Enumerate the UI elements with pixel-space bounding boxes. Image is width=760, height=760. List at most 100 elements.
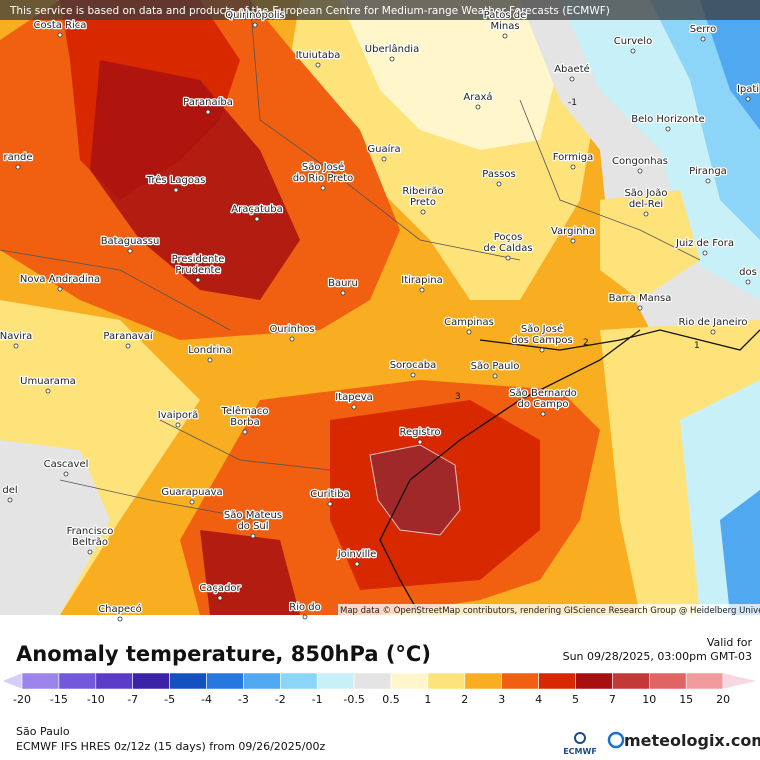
city-label: Registro xyxy=(400,427,441,438)
ecmwf-icon xyxy=(574,732,586,744)
city-dot xyxy=(57,286,63,292)
city-dot xyxy=(420,209,426,215)
city-label: del-Rei xyxy=(629,199,663,210)
city-label: Passos xyxy=(482,169,515,180)
city-label: Uberlândia xyxy=(365,43,419,55)
legend-swatch xyxy=(501,672,539,690)
city-dot xyxy=(710,329,716,335)
city-label: Três Lagoas xyxy=(146,174,206,186)
city-label: São Mateus xyxy=(224,510,282,521)
city-dot xyxy=(745,279,751,285)
city-label: do Sul xyxy=(237,521,268,532)
legend-tick: -4 xyxy=(201,693,212,706)
city-label: Chapecó xyxy=(98,603,142,615)
contour-label: 1 xyxy=(694,341,700,351)
legend-tick: 0.5 xyxy=(382,693,400,706)
city-dot xyxy=(351,404,357,410)
city-label: Patos de xyxy=(484,10,527,21)
city-label: Guarapuava xyxy=(161,487,222,498)
header-banner xyxy=(0,0,760,20)
city-label: Telêmaco xyxy=(221,405,269,417)
city-dot xyxy=(637,168,643,174)
city-label: do Rio Preto xyxy=(293,173,354,184)
city-dot xyxy=(45,388,51,394)
city-label: Ourinhos xyxy=(269,324,314,335)
city-dot xyxy=(254,216,260,222)
city-dot xyxy=(745,96,751,102)
city-label: Rio de Janeiro xyxy=(678,317,747,328)
legend-tick: 10 xyxy=(642,693,656,706)
city-label: del xyxy=(2,485,17,496)
legend-swatch xyxy=(427,672,466,690)
ecmwf-logo: ECMWF xyxy=(563,747,597,756)
city-label: Quirinópolis xyxy=(225,9,285,21)
city-dot xyxy=(466,329,472,335)
contour-label: -1 xyxy=(568,98,577,108)
legend-swatch xyxy=(206,672,244,690)
city-label: Itirapina xyxy=(401,275,442,286)
coastline-south xyxy=(379,329,641,616)
model-run: ECMWF IFS HRES 0z/12z (15 days) from 09/… xyxy=(16,740,326,753)
city-label: Curitiba xyxy=(310,489,349,500)
city-label: Itapeva xyxy=(335,392,373,403)
city-dot xyxy=(539,347,545,353)
meteologix-logo[interactable]: meteologix.com xyxy=(624,731,760,750)
field-darkblue xyxy=(700,0,760,130)
city-label: Piranga xyxy=(689,166,727,177)
city-dot xyxy=(189,499,195,505)
legend-swatch xyxy=(649,672,687,690)
city-label: Costa Rica xyxy=(34,20,87,31)
city-label: Bataguassu xyxy=(101,236,160,247)
city-label: Abaeté xyxy=(554,63,590,75)
city-dot xyxy=(492,373,498,379)
city-dot xyxy=(127,248,133,254)
city-label: Juiz de Fora xyxy=(675,238,734,249)
city-label: Ituiutaba xyxy=(296,50,341,61)
legend-tick: 20 xyxy=(716,693,730,706)
field-crimson-1 xyxy=(90,60,300,300)
city-dot xyxy=(57,32,63,38)
legend-swatch xyxy=(722,672,758,690)
city-dot xyxy=(125,343,131,349)
legend-tick: 3 xyxy=(498,693,505,706)
city-label: Francisco xyxy=(67,526,114,537)
city-label: São Paulo xyxy=(471,361,520,372)
state-borders xyxy=(0,0,701,521)
city-dot xyxy=(217,595,223,601)
city-dot xyxy=(419,287,425,293)
city-label: Poços xyxy=(494,232,523,243)
city-dot xyxy=(354,561,360,567)
legend-tick: -1 xyxy=(312,693,323,706)
city-dot xyxy=(195,277,201,283)
legend-tick: 15 xyxy=(679,693,693,706)
city-label: Barra Mansa xyxy=(609,293,672,304)
city-dot xyxy=(381,156,387,162)
coastline xyxy=(479,329,760,351)
field-crimson-3 xyxy=(200,530,300,615)
city-dot xyxy=(242,429,248,435)
city-dot xyxy=(175,422,181,428)
city-label: Nova Andradina xyxy=(20,274,100,285)
legend-tick: -3 xyxy=(238,693,249,706)
map: This service is based on data and produc… xyxy=(0,0,760,622)
city-label: Prudente xyxy=(175,265,220,276)
legend-tick: -10 xyxy=(87,693,105,706)
city-dot xyxy=(643,211,649,217)
legend-swatch xyxy=(58,672,97,690)
legend-swatch xyxy=(612,672,650,690)
city-dot xyxy=(173,187,179,193)
legend-swatch xyxy=(685,672,724,690)
legend-swatch xyxy=(316,672,355,690)
legend-tick: -5 xyxy=(164,693,175,706)
meteologix-icon xyxy=(607,731,625,749)
city-label: Sorocaba xyxy=(390,360,437,371)
city-label: Congonhas xyxy=(612,156,668,167)
legend-tick: -7 xyxy=(127,693,138,706)
city-dot xyxy=(302,614,308,620)
panel: Anomaly temperature, 850hPa (°C) Valid f… xyxy=(1,636,760,756)
legend-swatch xyxy=(243,672,281,690)
city-label: Borba xyxy=(230,417,260,428)
city-label: Presidente xyxy=(172,254,225,265)
